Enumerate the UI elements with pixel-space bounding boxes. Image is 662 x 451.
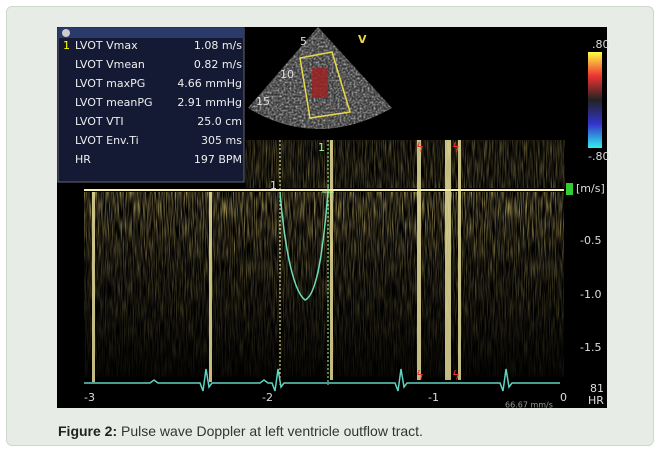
svg-text:ϟ: ϟ bbox=[416, 369, 424, 383]
time-tick: 0 bbox=[560, 391, 567, 404]
depth-label: 5 bbox=[300, 35, 307, 48]
measurement-value: 197 BPM bbox=[194, 153, 242, 166]
caption-label: Figure 2: bbox=[58, 423, 117, 439]
svg-text:ϟ: ϟ bbox=[416, 141, 424, 155]
color-flow bbox=[312, 68, 328, 98]
ultrasound-image: ϟϟϟϟ .80 -.80 V 5 10 15 [m/s] -0.5 -1.0 … bbox=[0, 0, 662, 451]
measurement-value: 2.91 mmHg bbox=[177, 96, 242, 109]
caption: Figure 2: Pulse wave Doppler at left ven… bbox=[58, 423, 423, 439]
caption-text: Pulse wave Doppler at left ventricle out… bbox=[121, 423, 423, 439]
color-bar bbox=[588, 52, 602, 148]
heart-rate-label: HR bbox=[588, 394, 604, 407]
velocity-tick: -0.5 bbox=[580, 234, 601, 247]
measurement-panel: 1 LVOT Vmax 1.08 m/s LVOT Vmean 0.82 m/s LVO… bbox=[58, 28, 244, 182]
measurement-label: HR bbox=[75, 153, 91, 166]
depth-label: 15 bbox=[256, 95, 270, 108]
scale-marker bbox=[566, 183, 573, 195]
panel-header bbox=[58, 28, 244, 38]
doppler-spectrum bbox=[84, 192, 564, 377]
sector-marker: V bbox=[358, 33, 367, 46]
velocity-tick: -1.0 bbox=[580, 288, 601, 301]
measurement-value: 0.82 m/s bbox=[194, 58, 242, 71]
measurement-value: 1.08 m/s bbox=[194, 39, 242, 52]
measurement-label: LVOT maxPG bbox=[75, 77, 145, 90]
time-tick: -1 bbox=[428, 391, 439, 404]
sweep-speed: 66.67 mm/s bbox=[505, 401, 553, 410]
measurement-label: LVOT VTI bbox=[75, 115, 124, 128]
depth-label: 10 bbox=[280, 68, 294, 81]
measurement-label: LVOT meanPG bbox=[75, 96, 152, 109]
measurement-value: 25.0 cm bbox=[197, 115, 242, 128]
color-scale-label: -.80 bbox=[588, 150, 609, 163]
cursor-label: 1 bbox=[318, 141, 325, 154]
measurement-label: LVOT Vmax bbox=[75, 39, 138, 52]
time-tick: -3 bbox=[84, 391, 95, 404]
time-tick: -2 bbox=[262, 391, 273, 404]
svg-text:ϟ: ϟ bbox=[452, 141, 460, 155]
svg-text:ϟ: ϟ bbox=[452, 369, 460, 383]
measurement-value: 4.66 mmHg bbox=[177, 77, 242, 90]
color-scale-label: .80 bbox=[592, 38, 610, 51]
measurement-value: 305 ms bbox=[201, 134, 242, 147]
velocity-tick: -1.5 bbox=[580, 341, 601, 354]
measurement-index: 1 bbox=[63, 39, 70, 52]
doppler-upper bbox=[245, 140, 565, 188]
panel-icon bbox=[62, 29, 70, 37]
velocity-unit: [m/s] bbox=[576, 182, 605, 195]
measurement-label: LVOT Env.Ti bbox=[75, 134, 139, 147]
measurement-label: LVOT Vmean bbox=[75, 58, 145, 71]
cursor-label: 1 bbox=[270, 179, 277, 192]
